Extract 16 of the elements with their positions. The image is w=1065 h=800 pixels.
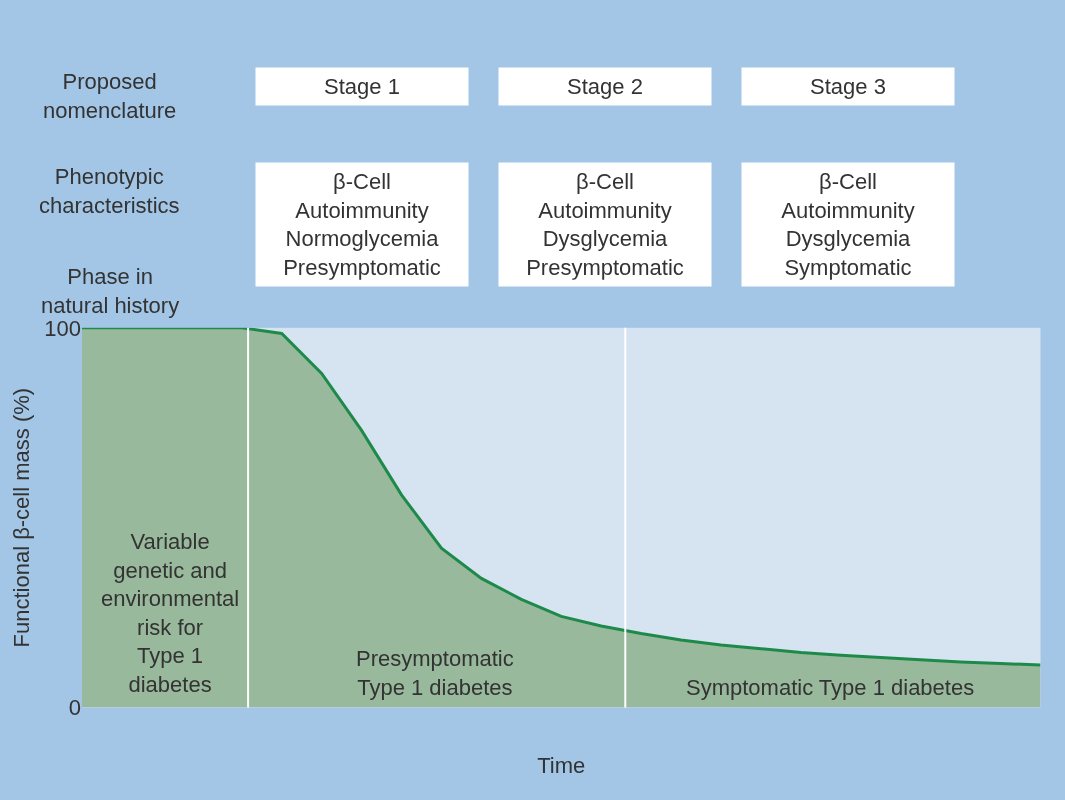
text: Stage 1 <box>324 74 400 99</box>
text: Stage 2 <box>567 74 643 99</box>
y-tick-label: 0 <box>68 695 81 721</box>
text: Phenotypic characteristics <box>39 164 180 218</box>
text: Proposed nomenclature <box>43 69 177 123</box>
annotation: Symptomatic Type 1 diabetes <box>686 675 975 700</box>
text: β-Cell Autoimmunity Normoglycemia Presymptomatic <box>283 169 441 280</box>
text: β-Cell Autoimmunity Dysglycemia Presymptomatic <box>526 169 684 280</box>
annotation: Presymptomatic Type 1 diabetes <box>356 646 514 700</box>
annotation: Variable genetic and environmental risk for Type 1 diabetes <box>101 529 240 697</box>
y-axis-title: Functional β-cell mass (%) <box>9 387 35 648</box>
text: β-Cell Autoimmunity Dysglycemia Symptomatic <box>781 169 915 280</box>
x-axis-title: Time <box>537 753 586 779</box>
y-tick-label: 100 <box>44 315 81 341</box>
text: Stage 3 <box>810 74 886 99</box>
text: Phase in natural history <box>41 264 180 318</box>
